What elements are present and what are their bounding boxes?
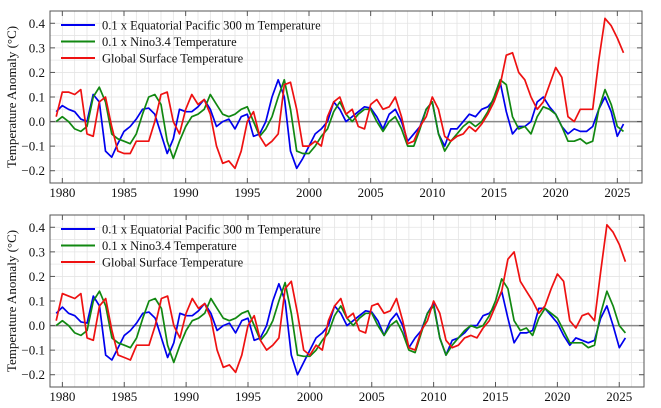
legend-item: Global Surface Temperature — [61, 52, 244, 66]
series-line-1 — [55, 78, 625, 160]
x-tick-label: 2015 — [481, 185, 507, 200]
x-tick-label: 2005 — [358, 185, 384, 200]
y-tick-label: −0.2 — [21, 163, 45, 178]
series-line-1 — [55, 278, 627, 364]
y-tick-label: 0.0 — [29, 114, 45, 129]
x-tick-label: 1990 — [173, 185, 199, 200]
y-tick-label: −0.1 — [21, 139, 45, 154]
legend-label: Global Surface Temperature — [102, 256, 244, 270]
x-tick-label: 1980 — [49, 185, 75, 200]
legend-item: 0.1 x Nino3.4 Temperature — [61, 35, 237, 49]
series-line-0 — [55, 282, 627, 376]
x-tick-label: 2020 — [543, 185, 569, 200]
y-tick-label: 0.3 — [29, 40, 45, 55]
legend: 0.1 x Equatorial Pacific 300 m Temperatu… — [61, 19, 321, 66]
y-axis-label: Temperature Anomaly (°C) — [4, 26, 19, 168]
x-tick-label: 1990 — [173, 389, 199, 403]
x-tick-label: 2010 — [419, 185, 445, 200]
x-tick-label: 2025 — [606, 389, 632, 403]
x-tick-label: 2025 — [604, 185, 630, 200]
legend-item: 0.1 x Nino3.4 Temperature — [61, 239, 237, 253]
y-tick-label: 0.1 — [29, 294, 45, 309]
series-line-0 — [55, 78, 625, 170]
y-tick-label: −0.1 — [21, 343, 45, 358]
legend-label: 0.1 x Equatorial Pacific 300 m Temperatu… — [102, 223, 321, 237]
legend-item: Global Surface Temperature — [61, 256, 244, 270]
y-tick-label: 0.4 — [29, 220, 46, 235]
top-panel: 1980 1985 1990 1995 2000 2005 2010 2015 2020 2025… — [4, 10, 643, 200]
y-tick-label: 0.1 — [29, 90, 45, 105]
x-tick-label: 1980 — [49, 389, 75, 403]
y-tick-label: 0.0 — [29, 318, 45, 333]
y-tick-label: 0.2 — [29, 269, 45, 284]
x-tick-label: 2000 — [296, 185, 322, 200]
y-tick-label: 0.2 — [29, 65, 45, 80]
x-tick-label: 2010 — [421, 389, 447, 403]
y-tick-label: −0.2 — [21, 367, 45, 382]
x-tick-label: 2005 — [359, 389, 385, 403]
series-line-2 — [55, 17, 625, 170]
x-tick-label: 1985 — [111, 185, 137, 200]
legend-label: 0.1 x Equatorial Pacific 300 m Temperatu… — [102, 19, 321, 33]
x-tick-label: 2015 — [483, 389, 509, 403]
y-tick-label: 0.4 — [29, 16, 46, 31]
bottom-panel: 1980 1985 1990 1995 2000 2005 2010 2015 2020 2025… — [4, 214, 645, 404]
legend-label: 0.1 x Nino3.4 Temperature — [102, 239, 237, 253]
legend-label: 0.1 x Nino3.4 Temperature — [102, 35, 237, 49]
legend-item: 0.1 x Equatorial Pacific 300 m Temperatu… — [61, 223, 321, 237]
x-tick-label: 1995 — [234, 185, 260, 200]
grid — [49, 10, 643, 184]
series-line-2 — [55, 223, 627, 374]
legend-label: Global Surface Temperature — [102, 52, 244, 66]
y-tick-label: 0.3 — [29, 244, 45, 259]
y-axis-label: Temperature Anomaly (°C) — [4, 230, 19, 372]
legend: 0.1 x Equatorial Pacific 300 m Temperatu… — [61, 223, 321, 270]
x-tick-label: 1995 — [235, 389, 261, 403]
legend-item: 0.1 x Equatorial Pacific 300 m Temperatu… — [61, 19, 321, 33]
x-tick-label: 1985 — [111, 389, 137, 403]
x-tick-label: 2020 — [544, 389, 570, 403]
x-tick-label: 2000 — [297, 389, 323, 403]
